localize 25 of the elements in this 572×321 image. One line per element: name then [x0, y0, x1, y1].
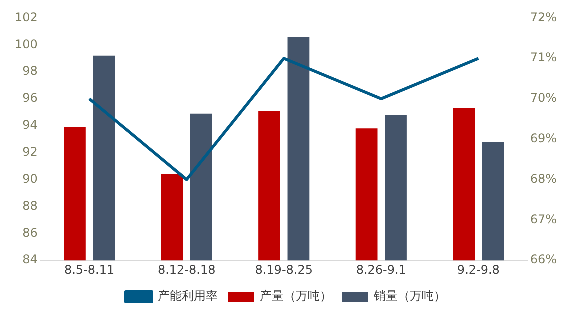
y-tick-label: 100	[15, 37, 38, 52]
y-tick-label: 96	[22, 91, 38, 106]
legend-label: 产量（万吨）	[260, 289, 332, 304]
legend-label: 产能利用率	[158, 289, 218, 304]
y-tick-label: 102	[15, 10, 38, 24]
x-tick-label: 8.12-8.18	[158, 262, 216, 277]
y2-tick-label: 69%	[530, 132, 557, 146]
x-tick-label: 8.5-8.11	[64, 262, 115, 277]
x-tick-label: 8.26-9.1	[356, 262, 406, 277]
x-tick-label: 9.2-9.8	[457, 262, 500, 277]
legend-label: 销量（万吨）	[373, 289, 446, 304]
y-tick-label: 84	[22, 252, 38, 267]
y2-tick-label: 68%	[530, 172, 557, 186]
y-tick-label: 94	[22, 118, 38, 132]
y-tick-label: 86	[22, 226, 38, 240]
y-tick-label: 98	[22, 64, 38, 78]
y2-tick-label: 70%	[530, 91, 557, 106]
x-tick-label: 8.19-8.25	[255, 262, 314, 277]
y2-tick-label: 67%	[530, 212, 557, 226]
y2-tick-label: 71%	[530, 50, 557, 65]
y-tick-label: 90	[22, 172, 38, 186]
y2-tick-label: 66%	[530, 252, 557, 267]
y2-tick-label: 72%	[530, 10, 557, 24]
y-tick-label: 92	[22, 144, 38, 159]
y-tick-label: 88	[22, 198, 38, 213]
